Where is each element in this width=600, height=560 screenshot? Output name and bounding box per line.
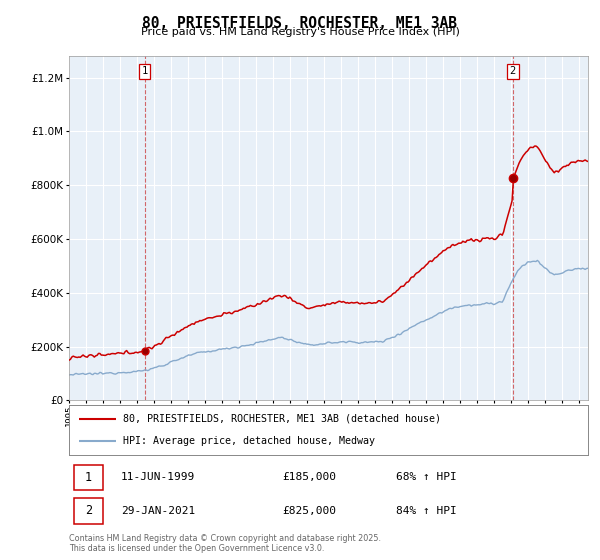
Text: HPI: Average price, detached house, Medway: HPI: Average price, detached house, Medw… <box>124 436 376 446</box>
Text: Contains HM Land Registry data © Crown copyright and database right 2025.
This d: Contains HM Land Registry data © Crown c… <box>69 534 381 553</box>
FancyBboxPatch shape <box>74 498 103 524</box>
FancyBboxPatch shape <box>74 465 103 490</box>
Text: 68% ↑ HPI: 68% ↑ HPI <box>396 473 457 482</box>
Text: 80, PRIESTFIELDS, ROCHESTER, ME1 3AB (detached house): 80, PRIESTFIELDS, ROCHESTER, ME1 3AB (de… <box>124 414 442 424</box>
Text: Price paid vs. HM Land Registry's House Price Index (HPI): Price paid vs. HM Land Registry's House … <box>140 27 460 38</box>
Text: £185,000: £185,000 <box>282 473 336 482</box>
Text: 1: 1 <box>85 471 92 484</box>
Text: 2: 2 <box>85 505 92 517</box>
Text: 1: 1 <box>142 67 148 77</box>
Text: 11-JUN-1999: 11-JUN-1999 <box>121 473 195 482</box>
Text: 2: 2 <box>509 67 516 77</box>
Text: £825,000: £825,000 <box>282 506 336 516</box>
Text: 29-JAN-2021: 29-JAN-2021 <box>121 506 195 516</box>
Text: 80, PRIESTFIELDS, ROCHESTER, ME1 3AB: 80, PRIESTFIELDS, ROCHESTER, ME1 3AB <box>143 16 458 31</box>
Text: 84% ↑ HPI: 84% ↑ HPI <box>396 506 457 516</box>
